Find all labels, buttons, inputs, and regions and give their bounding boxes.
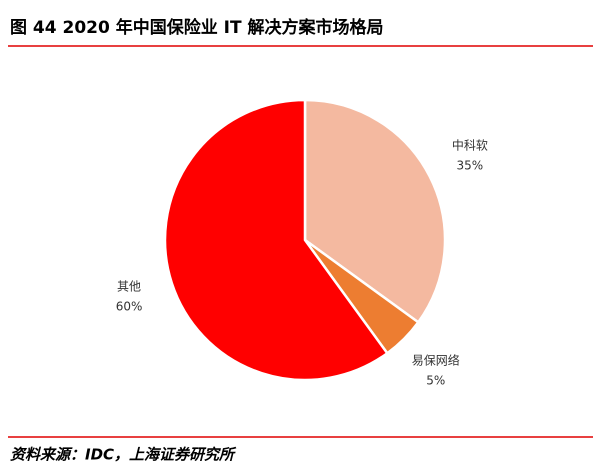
source: 资料来源：IDC，上海证券研究所 [10, 446, 237, 464]
chart-title: 图 44 2020 年中国保险业 IT 解决方案市场格局 [10, 17, 384, 38]
slice-label: 易保网络 [412, 352, 460, 367]
pie-slice [303, 98, 447, 325]
slice-value-label: 5% [426, 373, 445, 387]
slice-label: 中科软 [452, 138, 488, 153]
slice-value-label: 60% [116, 300, 143, 314]
slice-value-label: 35% [457, 159, 484, 173]
slice-label: 其他 [117, 280, 141, 294]
pie-slice [163, 98, 390, 382]
